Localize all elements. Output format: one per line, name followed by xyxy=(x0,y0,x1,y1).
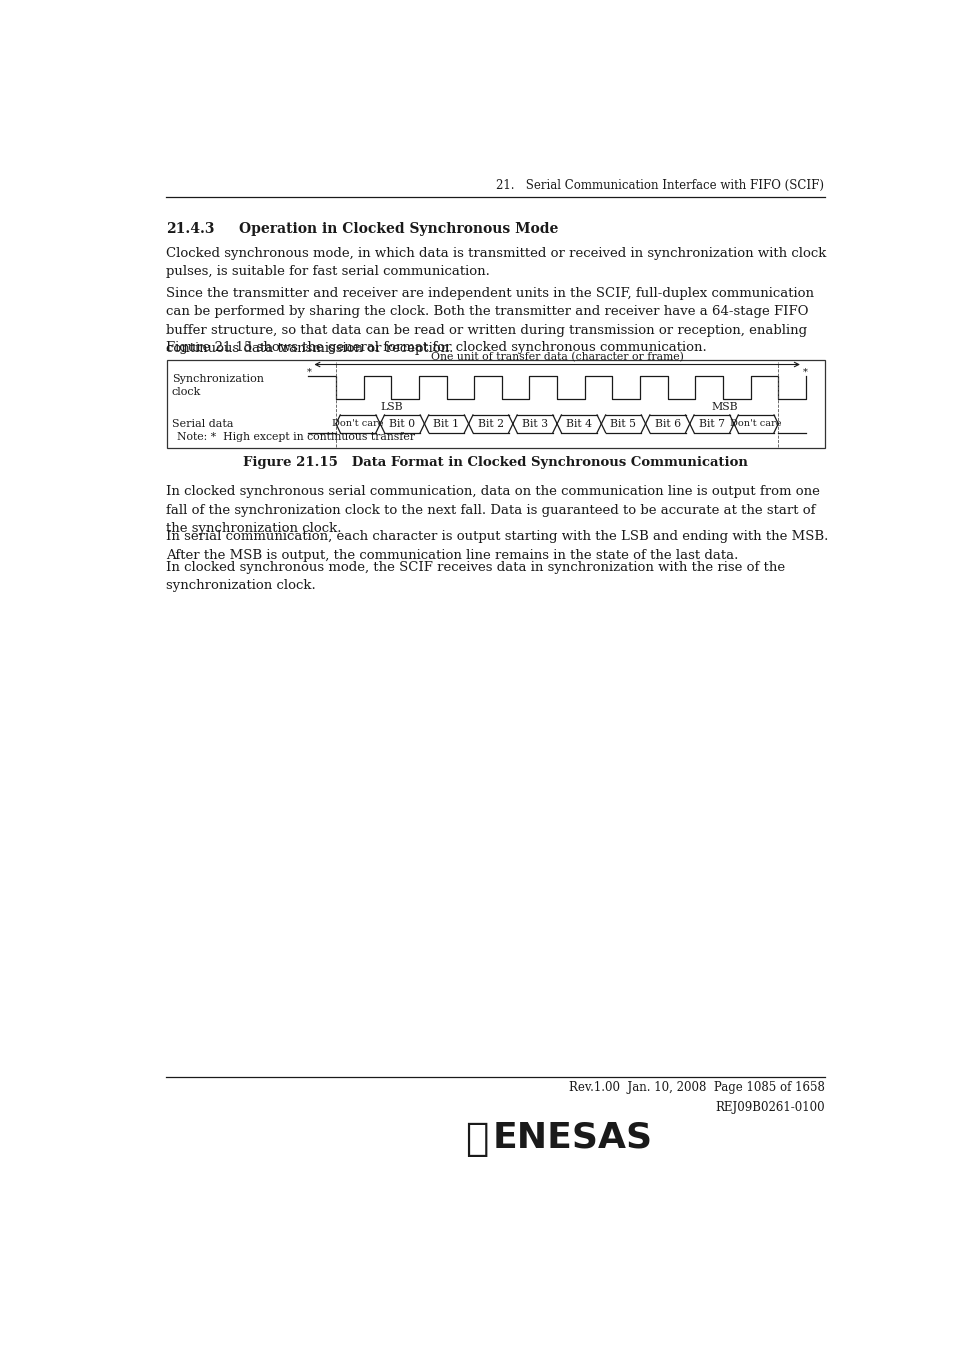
Text: Bit 1: Bit 1 xyxy=(433,418,459,429)
Text: Bit 7: Bit 7 xyxy=(699,418,724,429)
Text: *: * xyxy=(801,367,807,377)
Text: Clocked synchronous mode, in which data is transmitted or received in synchroniz: Clocked synchronous mode, in which data … xyxy=(166,247,825,278)
Bar xyxy=(167,360,823,448)
Text: Bit 3: Bit 3 xyxy=(521,418,548,429)
Text: Note: *  High except in continuous transfer: Note: * High except in continuous transf… xyxy=(177,432,415,443)
Text: Bit 2: Bit 2 xyxy=(477,418,503,429)
Text: REJ09B0261-0100: REJ09B0261-0100 xyxy=(714,1102,823,1114)
Text: Figure 21.15 shows the general format for clocked synchronous communication.: Figure 21.15 shows the general format fo… xyxy=(166,340,706,354)
Text: Bit 6: Bit 6 xyxy=(654,418,680,429)
Text: Figure 21.15   Data Format in Clocked Synchronous Communication: Figure 21.15 Data Format in Clocked Sync… xyxy=(243,456,747,470)
Text: In clocked synchronous mode, the SCIF receives data in synchronization with the : In clocked synchronous mode, the SCIF re… xyxy=(166,560,784,593)
Text: ENESAS: ENESAS xyxy=(493,1120,652,1154)
Text: Serial data: Serial data xyxy=(172,418,233,429)
Text: ℛ: ℛ xyxy=(465,1120,488,1158)
Text: *: * xyxy=(306,367,312,377)
Text: In serial communication, each character is output starting with the LSB and endi: In serial communication, each character … xyxy=(166,531,827,562)
Text: Don't care: Don't care xyxy=(730,420,781,428)
Text: Since the transmitter and receiver are independent units in the SCIF, full-duple: Since the transmitter and receiver are i… xyxy=(166,286,813,355)
Text: Rev.1.00  Jan. 10, 2008  Page 1085 of 1658: Rev.1.00 Jan. 10, 2008 Page 1085 of 1658 xyxy=(568,1081,823,1095)
Text: Bit 5: Bit 5 xyxy=(610,418,636,429)
Text: Bit 0: Bit 0 xyxy=(389,418,415,429)
Text: Bit 4: Bit 4 xyxy=(566,418,592,429)
Text: MSB: MSB xyxy=(711,402,738,412)
Text: Operation in Clocked Synchronous Mode: Operation in Clocked Synchronous Mode xyxy=(239,221,558,236)
Text: 21.4.3: 21.4.3 xyxy=(166,221,214,236)
Text: One unit of transfer data (character or frame): One unit of transfer data (character or … xyxy=(430,352,683,363)
Text: In clocked synchronous serial communication, data on the communication line is o: In clocked synchronous serial communicat… xyxy=(166,486,819,536)
Text: Synchronization
clock: Synchronization clock xyxy=(172,374,264,397)
Text: Don't care: Don't care xyxy=(332,420,383,428)
Text: 21.   Serial Communication Interface with FIFO (SCIF): 21. Serial Communication Interface with … xyxy=(496,180,823,192)
Text: LSB: LSB xyxy=(380,402,402,412)
